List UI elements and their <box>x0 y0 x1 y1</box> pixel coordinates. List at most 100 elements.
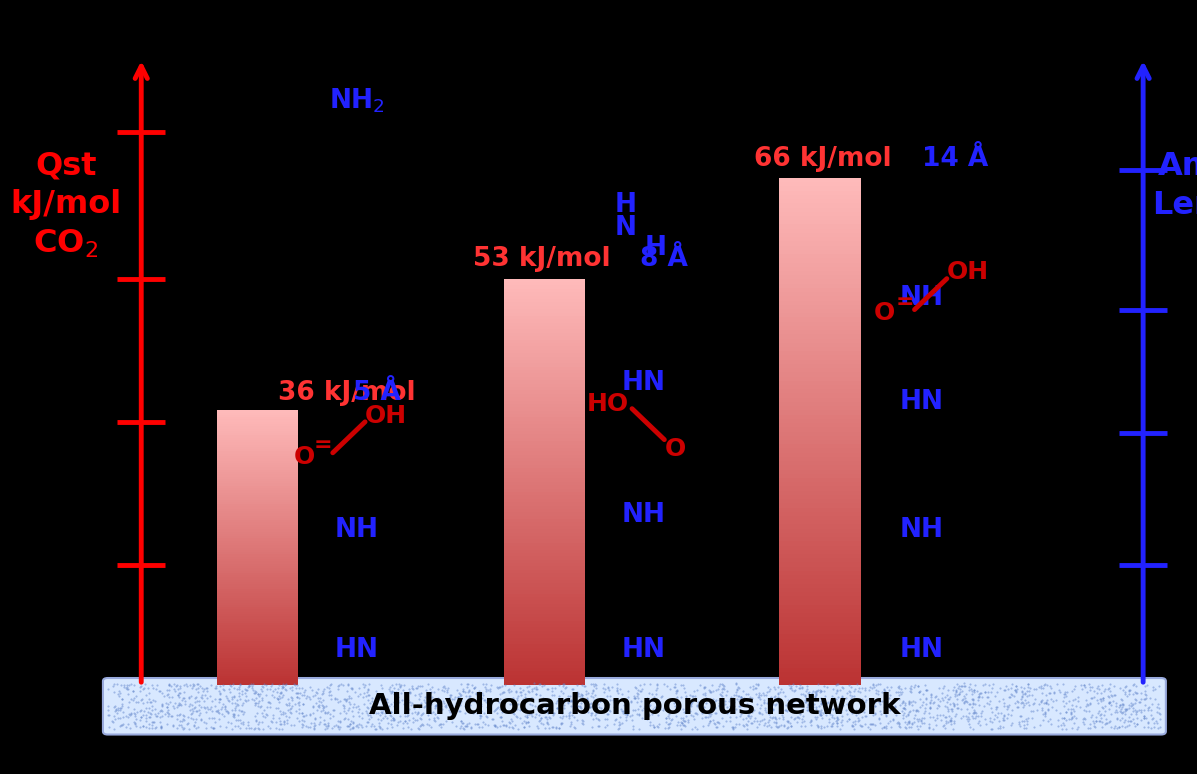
Bar <box>779 368 861 372</box>
Text: NH: NH <box>900 517 943 543</box>
Bar <box>779 224 861 229</box>
Text: Amine
Length
Å: Amine Length Å <box>1153 152 1197 259</box>
Bar <box>779 317 861 322</box>
Text: 36 kJ/mol: 36 kJ/mol <box>278 380 415 406</box>
Bar <box>504 631 585 634</box>
Bar <box>779 347 861 351</box>
Bar <box>779 453 861 457</box>
Bar <box>217 630 298 632</box>
Bar <box>217 628 298 630</box>
Bar <box>779 389 861 393</box>
Bar <box>217 504 298 506</box>
Bar <box>779 512 861 516</box>
Bar <box>779 634 861 639</box>
Bar <box>504 431 585 434</box>
Bar <box>217 621 298 623</box>
Bar <box>779 398 861 402</box>
Bar <box>779 351 861 355</box>
Bar <box>504 607 585 611</box>
Bar <box>217 570 298 573</box>
Bar <box>217 492 298 495</box>
Bar <box>217 623 298 625</box>
Bar <box>217 580 298 582</box>
Bar <box>779 625 861 630</box>
Bar <box>779 673 861 676</box>
Bar <box>504 512 585 515</box>
Bar <box>217 589 298 591</box>
Bar <box>217 532 298 534</box>
Bar <box>504 434 585 438</box>
Bar <box>217 683 298 685</box>
Bar <box>504 611 585 614</box>
Bar <box>779 254 861 259</box>
Bar <box>217 602 298 604</box>
Bar <box>217 596 298 598</box>
Bar <box>217 477 298 479</box>
Text: HO: HO <box>587 392 628 416</box>
Bar <box>779 520 861 525</box>
Bar <box>217 529 298 532</box>
Bar <box>504 560 585 563</box>
Text: =: = <box>314 435 333 455</box>
Bar <box>217 604 298 607</box>
Bar <box>504 624 585 628</box>
Bar <box>779 187 861 190</box>
Bar <box>779 393 861 398</box>
Bar <box>504 444 585 448</box>
Bar <box>779 465 861 470</box>
Bar <box>217 632 298 635</box>
Bar <box>217 543 298 546</box>
Bar <box>217 440 298 442</box>
Bar <box>217 639 298 642</box>
Bar <box>504 651 585 655</box>
Bar <box>217 413 298 415</box>
Bar <box>504 282 585 286</box>
Bar <box>217 515 298 518</box>
Bar <box>504 390 585 394</box>
Bar <box>779 659 861 664</box>
Bar <box>504 492 585 495</box>
Bar <box>217 649 298 651</box>
Bar <box>504 519 585 522</box>
Bar <box>217 591 298 594</box>
Text: 8 Å: 8 Å <box>640 246 688 272</box>
Bar <box>779 622 861 626</box>
Text: HN: HN <box>900 637 943 663</box>
Bar <box>217 669 298 671</box>
Bar <box>217 527 298 529</box>
Bar <box>217 607 298 609</box>
Bar <box>504 526 585 529</box>
Bar <box>504 597 585 601</box>
Bar <box>217 559 298 561</box>
Bar <box>504 570 585 574</box>
Bar <box>504 357 585 360</box>
Bar <box>779 233 861 237</box>
Bar <box>779 402 861 406</box>
Bar <box>779 457 861 461</box>
Bar <box>779 508 861 512</box>
Bar <box>779 495 861 499</box>
Bar <box>217 534 298 536</box>
Bar <box>779 279 861 283</box>
Bar <box>779 676 861 681</box>
Bar <box>779 296 861 300</box>
Bar <box>504 481 585 485</box>
Bar <box>217 497 298 499</box>
Bar <box>217 539 298 541</box>
Bar <box>217 680 298 683</box>
Text: NH$_2$: NH$_2$ <box>329 87 384 115</box>
Bar <box>217 646 298 649</box>
Bar <box>504 333 585 336</box>
Bar <box>504 350 585 353</box>
Text: Qst
kJ/mol
CO$_2$: Qst kJ/mol CO$_2$ <box>11 151 121 259</box>
Bar <box>217 566 298 568</box>
Bar <box>504 509 585 512</box>
Text: 66 kJ/mol: 66 kJ/mol <box>754 146 892 172</box>
Bar <box>779 486 861 491</box>
Bar <box>217 577 298 580</box>
Bar <box>504 580 585 584</box>
Text: OH: OH <box>365 404 407 429</box>
Bar <box>504 543 585 546</box>
Bar <box>504 574 585 577</box>
Bar <box>217 444 298 447</box>
